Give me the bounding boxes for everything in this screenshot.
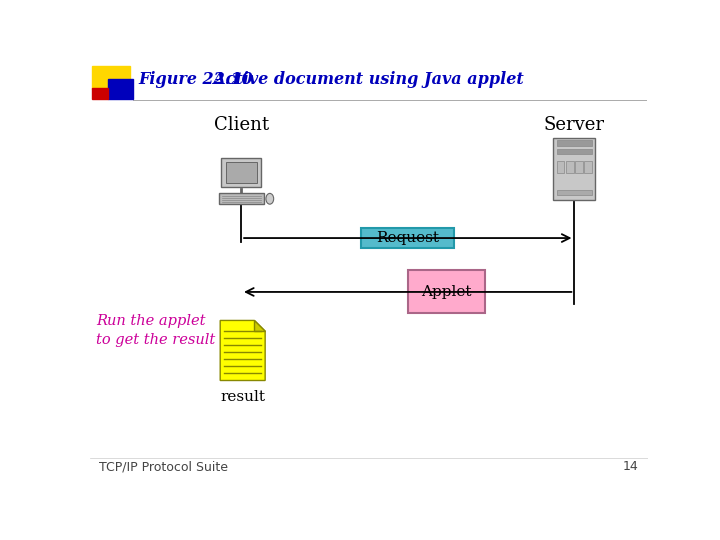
Bar — [92, 66, 130, 90]
Bar — [92, 88, 108, 99]
Bar — [557, 190, 592, 195]
Bar — [585, 161, 593, 173]
Bar — [566, 161, 574, 173]
Bar — [108, 79, 132, 99]
Bar — [557, 161, 564, 173]
Bar — [408, 271, 485, 313]
Polygon shape — [220, 320, 265, 381]
Bar — [361, 228, 454, 248]
Text: TCP/IP Protocol Suite: TCP/IP Protocol Suite — [99, 460, 228, 473]
Text: Figure 22.10: Figure 22.10 — [138, 71, 253, 88]
Bar — [575, 161, 583, 173]
Bar — [554, 138, 595, 200]
Text: Applet: Applet — [421, 285, 472, 299]
Text: Run the applet
to get the result: Run the applet to get the result — [96, 314, 215, 347]
Text: Request: Request — [377, 231, 439, 245]
Text: Active document using Java applet: Active document using Java applet — [202, 71, 524, 88]
Bar — [557, 140, 592, 146]
Polygon shape — [254, 320, 265, 331]
Text: 14: 14 — [623, 460, 639, 473]
Text: Server: Server — [544, 116, 605, 134]
Text: result: result — [220, 390, 265, 404]
Bar — [221, 158, 261, 187]
Bar — [219, 193, 264, 204]
Bar — [225, 162, 256, 184]
Ellipse shape — [266, 193, 274, 204]
Text: Client: Client — [214, 116, 269, 134]
Bar — [557, 148, 592, 154]
